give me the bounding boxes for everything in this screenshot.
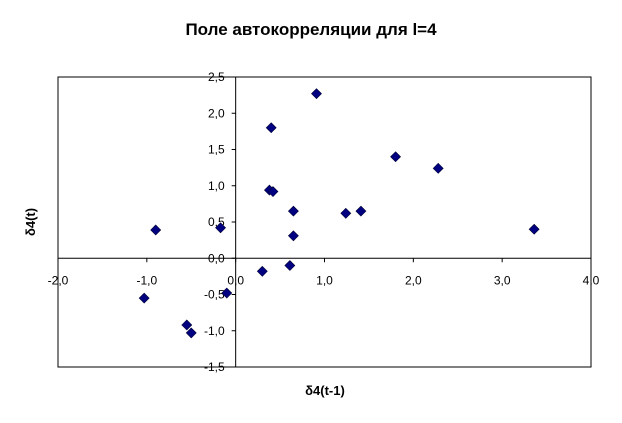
data-point (287, 230, 299, 242)
y-tick-label: 1,5 (208, 143, 225, 157)
axes: -2,0 -1,0 0,0 1,0 2,0 3,0 4,0-1,5-1,0-0,50,00,… (48, 70, 600, 374)
x-tick-label: -1,0 (136, 273, 157, 287)
data-point (432, 162, 444, 174)
y-tick-label: 1,0 (208, 179, 225, 193)
y-tick-label: 2,5 (208, 70, 225, 84)
data-point (265, 122, 277, 134)
data-point (311, 88, 322, 100)
x-tick-label: 1,0 (316, 273, 333, 287)
x-tick-label: 3,0 (494, 273, 511, 287)
data-point (528, 223, 540, 235)
y-tick-label: -1,5 (204, 360, 225, 374)
y-tick-label: -1,0 (204, 324, 225, 338)
data-point (256, 265, 268, 277)
data-point (287, 205, 299, 217)
x-axis-label: δ4(t-1) (305, 383, 345, 398)
y-axis-label: δ4(t) (23, 208, 38, 236)
data-point (150, 224, 162, 236)
data-point (340, 207, 352, 219)
x-tick-label: -2,0 (48, 273, 69, 287)
y-tick-label: 0,0 (208, 251, 225, 265)
data-point (185, 327, 197, 339)
data-points (138, 88, 540, 339)
x-tick-label: 0,0 (227, 273, 244, 287)
y-tick-label: -0,5 (204, 288, 225, 302)
y-tick-label: 2,0 (208, 106, 225, 120)
data-point (215, 222, 226, 234)
data-point (355, 205, 367, 217)
x-tick-label: 2,0 (405, 273, 422, 287)
data-point (181, 319, 193, 331)
x-tick-label: 4,0 (583, 273, 600, 287)
data-point (284, 260, 296, 271)
plot-area (57, 76, 592, 368)
data-point (138, 292, 150, 304)
data-point (267, 186, 279, 197)
data-point (221, 287, 233, 299)
chart-title: Поле автокорреляции для l=4 (185, 20, 437, 39)
data-point (390, 151, 401, 163)
